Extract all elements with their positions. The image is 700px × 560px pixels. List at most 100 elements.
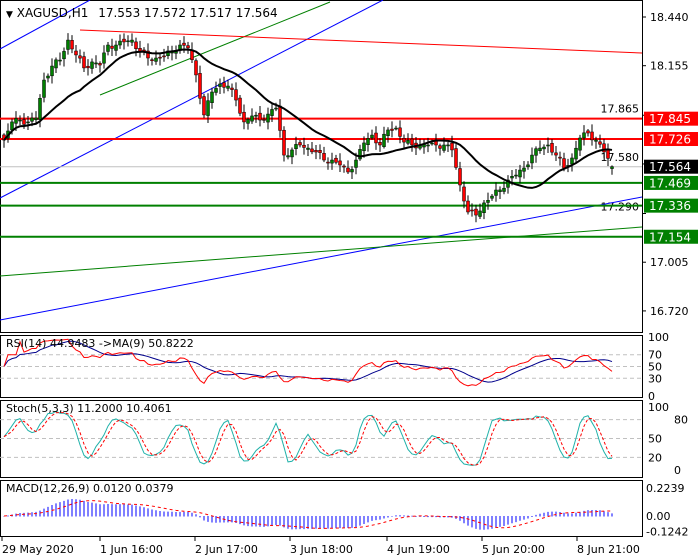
candle-body bbox=[270, 109, 274, 116]
candle-body bbox=[586, 130, 590, 134]
close-value: 17.564 bbox=[235, 6, 278, 20]
candle-body bbox=[30, 117, 34, 122]
candle-body bbox=[286, 155, 290, 158]
time-axis-label: 29 May 2020 bbox=[2, 543, 74, 556]
chart-title: ▼ XAGUSD,H1 17.553 17.572 17.517 17.564 bbox=[6, 6, 278, 20]
candle-body bbox=[274, 107, 278, 110]
rsi-axis-label: 0 bbox=[648, 390, 655, 403]
candle-body bbox=[26, 121, 30, 124]
candle-body bbox=[222, 82, 226, 88]
current-price-label-box bbox=[644, 159, 698, 174]
candle-body bbox=[562, 158, 566, 169]
candle-body bbox=[474, 208, 478, 216]
candle-body bbox=[530, 154, 534, 164]
candle-body bbox=[482, 202, 486, 214]
open-value: 17.553 bbox=[98, 6, 141, 20]
stoch-main-line bbox=[3, 410, 613, 466]
time-axis-label: 8 Jun 21:00 bbox=[577, 543, 640, 556]
time-axis-label: 5 Jun 20:00 bbox=[482, 543, 545, 556]
low-value: 17.517 bbox=[189, 6, 232, 20]
candle-body bbox=[398, 127, 402, 137]
candle-body bbox=[450, 142, 454, 151]
candle-body bbox=[334, 157, 338, 163]
candle-body bbox=[226, 85, 230, 89]
candle-body bbox=[294, 144, 298, 149]
trendline-blue-support bbox=[0, 196, 643, 321]
candle-body bbox=[310, 148, 314, 153]
candle-body bbox=[514, 174, 518, 177]
candle-body bbox=[70, 40, 74, 50]
level-label-box bbox=[644, 111, 698, 126]
time-axis-label: 3 Jun 18:00 bbox=[290, 543, 353, 556]
level-label: 17.336 bbox=[649, 199, 691, 213]
candle-body bbox=[458, 168, 462, 186]
candle-body bbox=[290, 149, 294, 158]
candle-body bbox=[134, 41, 138, 49]
candle-body bbox=[182, 42, 186, 46]
macd-signal-line bbox=[3, 500, 613, 529]
candle-body bbox=[494, 189, 498, 196]
candle-body bbox=[150, 59, 154, 61]
price-axis-label: 18.155 bbox=[650, 60, 689, 73]
candle-body bbox=[318, 150, 322, 153]
stoch-axis-label: 50 bbox=[648, 433, 662, 446]
candle-body bbox=[326, 161, 330, 164]
candle-body bbox=[146, 50, 150, 59]
price-axis-label: 16.720 bbox=[650, 305, 689, 318]
price-axis-label: 17.005 bbox=[650, 256, 689, 269]
candle-body bbox=[526, 164, 530, 168]
candle-body bbox=[446, 144, 450, 147]
candle-body bbox=[394, 127, 398, 130]
candle-body bbox=[538, 147, 542, 151]
candle-body bbox=[546, 144, 550, 147]
candle-body bbox=[158, 56, 162, 59]
candle-body bbox=[162, 55, 166, 58]
candle-body bbox=[110, 45, 114, 49]
candle-body bbox=[302, 144, 306, 148]
candle-body bbox=[410, 138, 414, 146]
rsi-label: RSI(14) 44.9483 ->MA(9) 50.8222 bbox=[6, 337, 194, 350]
candle-body bbox=[258, 112, 262, 121]
candle-body bbox=[54, 59, 58, 69]
candle-body bbox=[186, 45, 190, 49]
candle-body bbox=[246, 119, 250, 124]
candle-body bbox=[238, 97, 242, 114]
candle-body bbox=[374, 132, 378, 144]
candle-body bbox=[406, 140, 410, 144]
candle-body bbox=[558, 156, 562, 159]
macd-label: MACD(12,26,9) 0.0120 0.0379 bbox=[6, 482, 174, 495]
candle-body bbox=[250, 115, 254, 122]
candle-body bbox=[438, 145, 442, 149]
candle-body bbox=[198, 73, 202, 99]
trendline-red-resistance bbox=[79, 29, 643, 54]
candle-body bbox=[522, 167, 526, 172]
trendline-blue-channel bbox=[0, 0, 384, 199]
candle-body bbox=[430, 142, 434, 145]
candle-body bbox=[34, 117, 38, 120]
candle-body bbox=[94, 62, 98, 65]
candle-body bbox=[462, 186, 466, 202]
candle-body bbox=[74, 50, 78, 56]
level-label-box bbox=[644, 132, 698, 147]
candle-body bbox=[342, 165, 346, 168]
stoch-axis-label: 0 bbox=[674, 464, 681, 477]
candle-body bbox=[554, 152, 558, 156]
trendline-blue-upper bbox=[0, 0, 91, 50]
candle-body bbox=[86, 65, 90, 69]
candle-body bbox=[570, 157, 574, 165]
candle-body bbox=[590, 131, 594, 141]
candle-body bbox=[114, 44, 118, 51]
candle-body bbox=[214, 88, 218, 93]
candle-body bbox=[606, 149, 610, 159]
level-label-box bbox=[644, 229, 698, 244]
candle-body bbox=[598, 141, 602, 145]
candle-body bbox=[390, 128, 394, 131]
rsi-axis-label: 50 bbox=[648, 361, 662, 374]
candle-body bbox=[594, 139, 598, 142]
candle-body bbox=[10, 121, 14, 131]
candle-body bbox=[466, 200, 470, 213]
candle-body bbox=[194, 60, 198, 76]
dropdown-triangle-icon[interactable]: ▼ bbox=[6, 10, 13, 20]
candle-body bbox=[330, 159, 334, 164]
